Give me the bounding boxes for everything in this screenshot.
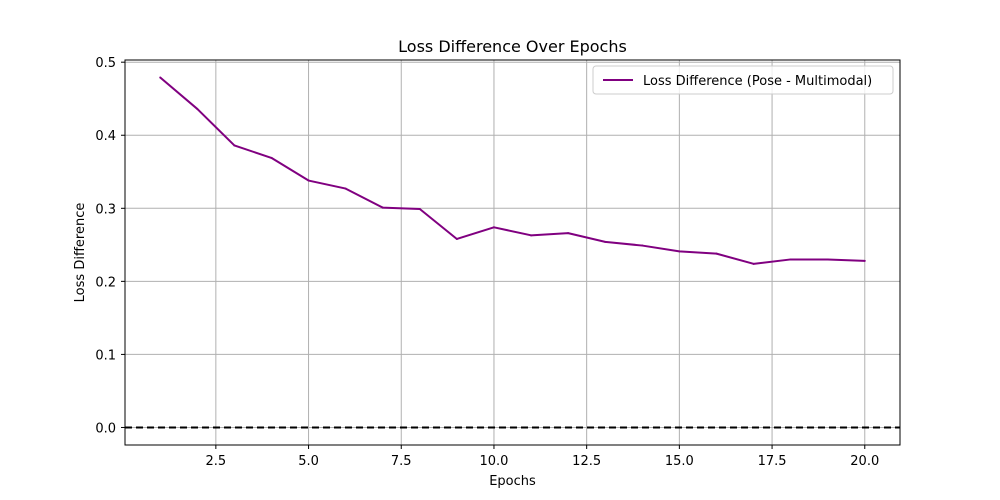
legend-box (592, 65, 894, 95)
data-point (344, 187, 347, 190)
data-point (455, 237, 458, 240)
data-point (307, 179, 310, 182)
data-point (752, 262, 755, 265)
data-point (715, 252, 718, 255)
x-tick-label: 12.5 (572, 454, 601, 469)
x-tick-label: 7.5 (391, 454, 412, 469)
data-point (863, 259, 866, 262)
data-point (159, 76, 162, 79)
series-layer (159, 76, 866, 265)
series-line (159, 76, 865, 265)
data-point (270, 156, 273, 159)
chart-title: Loss Difference Over Epochs (398, 37, 627, 56)
data-point (492, 226, 495, 229)
x-tick-label: 15.0 (665, 454, 694, 469)
data-point (826, 258, 829, 261)
x-tick-label: 10.0 (479, 454, 508, 469)
x-tick-label: 5.0 (298, 454, 319, 469)
data-point (381, 206, 384, 209)
data-point (530, 234, 533, 237)
data-point (567, 232, 570, 235)
y-tick-label: 0.4 (95, 129, 116, 144)
x-axis-label: Epochs (489, 474, 536, 489)
x-tick-label: 20.0 (850, 454, 879, 469)
y-tick-label: 0.2 (95, 275, 116, 290)
y-tick-label: 0.3 (95, 202, 116, 217)
data-point (418, 208, 421, 211)
x-tick-label: 2.5 (206, 454, 227, 469)
grid-lines (125, 60, 900, 445)
x-tick-label: 17.5 (758, 454, 787, 469)
y-tick-label: 0.5 (95, 56, 116, 71)
data-point (604, 240, 607, 243)
y-tick-label: 0.0 (95, 421, 116, 436)
data-point (678, 250, 681, 253)
y-axis-label: Loss Difference (73, 203, 88, 303)
y-axis-ticks: 0.0 0.1 0.2 0.3 0.4 0.5 (95, 56, 125, 436)
plot-area-frame (124, 59, 901, 446)
data-point (233, 144, 236, 147)
legend: Loss Difference (Pose - Multimodal) (592, 65, 894, 95)
data-point (196, 107, 199, 110)
data-point (789, 258, 792, 261)
x-axis-ticks: 2.5 5.0 7.5 10.0 12.5 15.0 17.5 20.0 (206, 445, 879, 469)
data-point (641, 244, 644, 247)
y-tick-label: 0.1 (95, 348, 116, 363)
legend-label: Loss Difference (Pose - Multimodal) (643, 74, 872, 89)
